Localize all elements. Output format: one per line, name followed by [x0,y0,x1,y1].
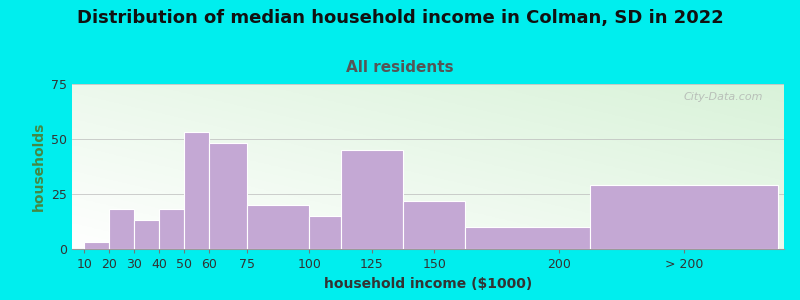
Bar [185,132,210,249]
Bar [590,185,778,249]
Bar [85,242,110,249]
Bar [110,209,134,249]
X-axis label: household income ($1000): household income ($1000) [324,277,532,291]
Bar [466,227,590,249]
Bar [341,150,403,249]
Text: All residents: All residents [346,60,454,75]
Bar [403,201,466,249]
Y-axis label: households: households [31,122,46,211]
Bar [159,209,185,249]
Bar [210,143,247,249]
Bar [134,220,159,249]
Bar [310,216,341,249]
Text: Distribution of median household income in Colman, SD in 2022: Distribution of median household income … [77,9,723,27]
Bar [247,205,310,249]
Text: City-Data.com: City-Data.com [683,92,762,102]
